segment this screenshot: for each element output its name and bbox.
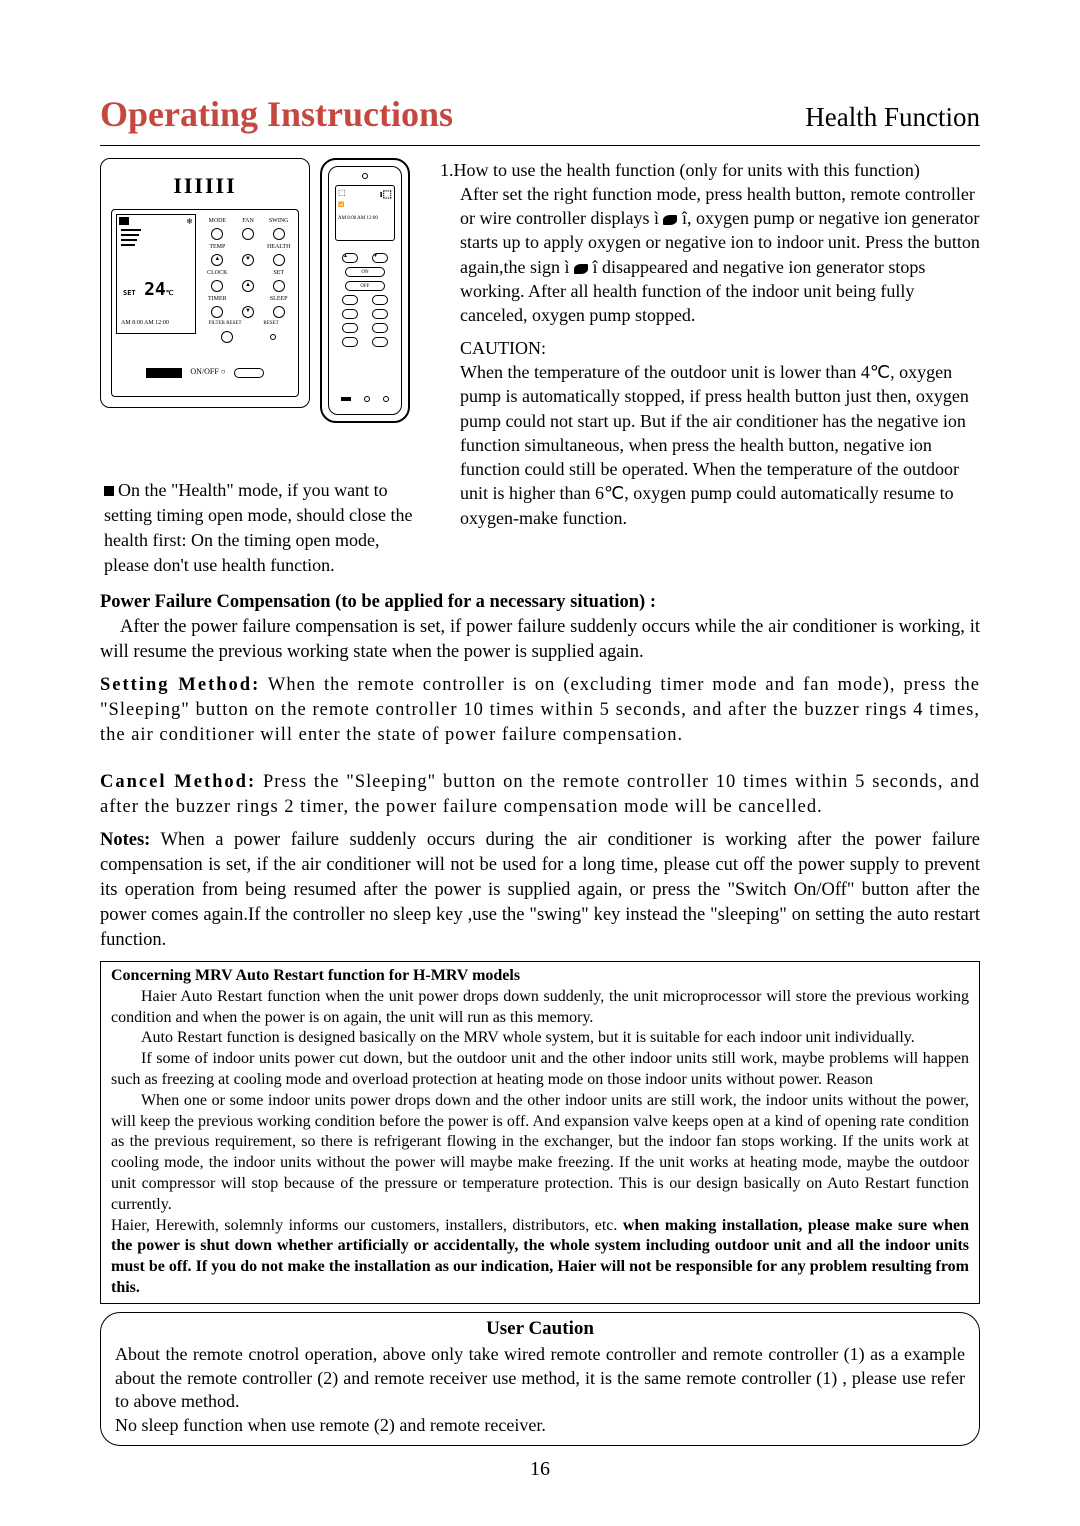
top-section: IIIIII ❄ SET 24℃ AM 8:00 AM 12:00 MODEFA…: [100, 158, 980, 579]
power-failure-title: Power Failure Compensation (to be applie…: [100, 592, 656, 612]
mrv-p1: Haier Auto Restart function when the uni…: [111, 987, 969, 1029]
remotes-column: IIIIII ❄ SET 24℃ AM 8:00 AM 12:00 MODEFA…: [100, 158, 420, 579]
mrv-box: Concerning MRV Auto Restart function for…: [100, 961, 980, 1304]
mrv-p3: If some of indoor units power cut down, …: [111, 1049, 969, 1091]
onoff-label: ON/OFF ○: [190, 367, 225, 378]
health-howto-body: After set the right function mode, press…: [440, 182, 980, 328]
notes-label: Notes:: [100, 830, 150, 850]
remote-b-buttons: ▲▼ ON OFF: [335, 249, 395, 408]
lcd-temp: SET 24℃: [123, 278, 174, 302]
setting-method-label: Setting Method:: [100, 675, 260, 695]
mrv-title: Concerning MRV Auto Restart function for…: [111, 966, 969, 987]
user-caution-body2: No sleep function when use remote (2) an…: [115, 1414, 965, 1437]
right-text-column: 1.How to use the health function (only f…: [440, 158, 980, 579]
main-title: Operating Instructions: [100, 90, 453, 139]
mrv-p5: Haier, Herewith, solemnly informs our cu…: [111, 1216, 969, 1299]
health-howto-lead: 1.How to use the health function (only f…: [440, 158, 980, 182]
cancel-method-section: Cancel Method: Press the "Sleeping" butt…: [100, 770, 980, 820]
bullet-square-icon: [104, 486, 114, 496]
notes-section: Notes: When a power failure suddenly occ…: [100, 828, 980, 953]
onoff-row: ON/OFF ○: [122, 362, 288, 384]
remote-lcd: ❄ SET 24℃ AM 8:00 AM 12:00: [116, 214, 196, 334]
remote-b-lcd: ⬚ı⬚ 📶 AM 8:00 AM 12:00: [335, 185, 395, 241]
bullet-note: On the "Health" mode, if you want to set…: [100, 478, 420, 579]
fan-bars-icon: [121, 229, 141, 251]
remotes-images: IIIIII ❄ SET 24℃ AM 8:00 AM 12:00 MODEFA…: [100, 158, 420, 423]
user-caution-box: User Caution About the remote cnotrol op…: [100, 1312, 980, 1446]
caution-body: When the temperature of the outdoor unit…: [440, 360, 980, 530]
remote-handheld: ⬚ı⬚ 📶 AM 8:00 AM 12:00 ▲▼ ON OFF: [320, 158, 410, 423]
cancel-method-label: Cancel Method:: [100, 772, 256, 792]
setting-method-section: Setting Method: When the remote controll…: [100, 673, 980, 748]
caution-label: CAUTION:: [440, 336, 980, 360]
remote-panel: ❄ SET 24℃ AM 8:00 AM 12:00 MODEFANSWING …: [111, 209, 299, 397]
user-caution-body1: About the remote cnotrol operation, abov…: [115, 1343, 965, 1413]
remote-buttons: MODEFANSWING TEMPHEALTH ▲▼ CLOCKSET ▲ TI…: [202, 214, 294, 346]
sub-title: Health Function: [805, 99, 980, 135]
header: Operating Instructions Health Function: [100, 90, 980, 146]
leaf-icon: [574, 264, 588, 274]
power-failure-section: Power Failure Compensation (to be applie…: [100, 590, 980, 665]
lcd-clock: AM 8:00 AM 12:00: [121, 319, 169, 327]
leaf-icon: [663, 215, 677, 225]
ir-indicator: IIIIII: [173, 171, 236, 201]
mrv-p2: Auto Restart function is designed basica…: [111, 1028, 969, 1049]
remote-wired: IIIIII ❄ SET 24℃ AM 8:00 AM 12:00 MODEFA…: [100, 158, 310, 408]
mrv-p4: When one or some indoor units power drop…: [111, 1091, 969, 1216]
page-number: 16: [100, 1456, 980, 1483]
user-caution-title: User Caution: [115, 1317, 965, 1342]
